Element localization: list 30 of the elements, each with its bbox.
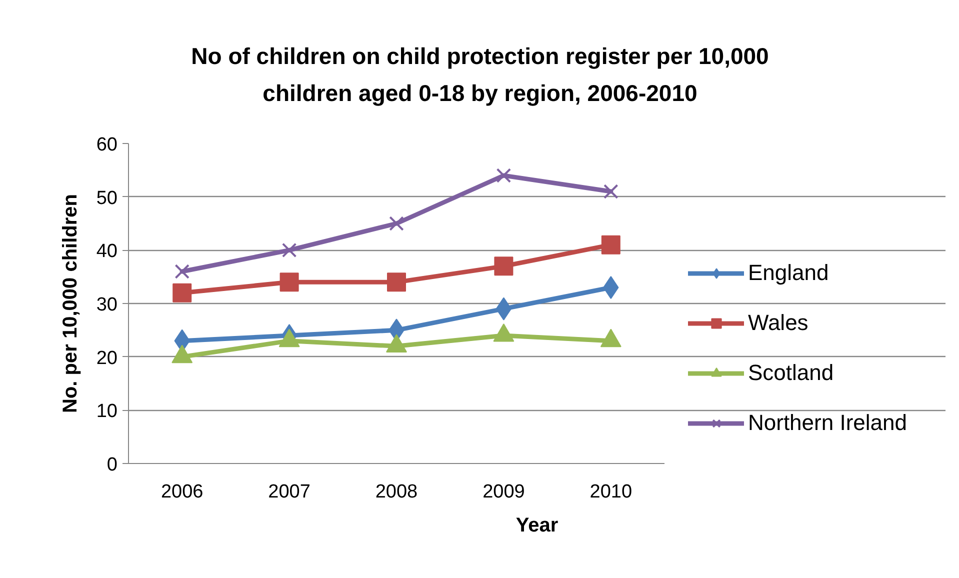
point xyxy=(280,272,299,292)
x-tick-label: 2007 xyxy=(268,482,310,502)
chart-title: No of children on child protection register per 10,000 children aged 0-18 by region, 2006-2010 xyxy=(190,42,770,108)
point xyxy=(282,242,297,258)
y-tick-label: 10 xyxy=(96,401,118,422)
x-axis-title: Year xyxy=(516,514,558,536)
x-tick-label: 2009 xyxy=(482,482,525,502)
legend-label: Northern Ireland xyxy=(748,410,907,436)
legend-label: Scotland xyxy=(748,360,834,386)
y-tick-label: 50 xyxy=(96,188,118,209)
point xyxy=(496,297,512,320)
point xyxy=(494,256,514,276)
y-tick-label: 20 xyxy=(96,348,118,369)
y-axis-title: No. per 10,000 children xyxy=(59,194,82,413)
x-tick-label: 2006 xyxy=(160,482,204,502)
y-tick-label: 40 xyxy=(96,241,118,262)
point xyxy=(496,168,512,183)
legend-label: England xyxy=(748,260,829,286)
point xyxy=(389,216,404,231)
point xyxy=(172,283,192,302)
y-tick-label: 30 xyxy=(96,294,118,316)
point xyxy=(604,184,618,199)
point xyxy=(174,264,190,279)
x-tick-label: 2008 xyxy=(375,482,418,502)
y-tick-label: 0 xyxy=(106,454,118,476)
legend-label: Wales xyxy=(748,310,808,336)
y-tick-label: 60 xyxy=(96,134,118,156)
point xyxy=(387,272,406,292)
x-tick-label: 2010 xyxy=(590,482,632,502)
point xyxy=(601,235,620,254)
